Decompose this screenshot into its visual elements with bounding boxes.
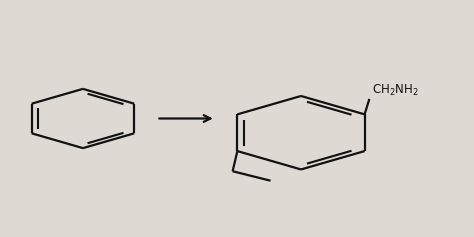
Text: CH$_2$NH$_2$: CH$_2$NH$_2$ xyxy=(372,83,418,98)
